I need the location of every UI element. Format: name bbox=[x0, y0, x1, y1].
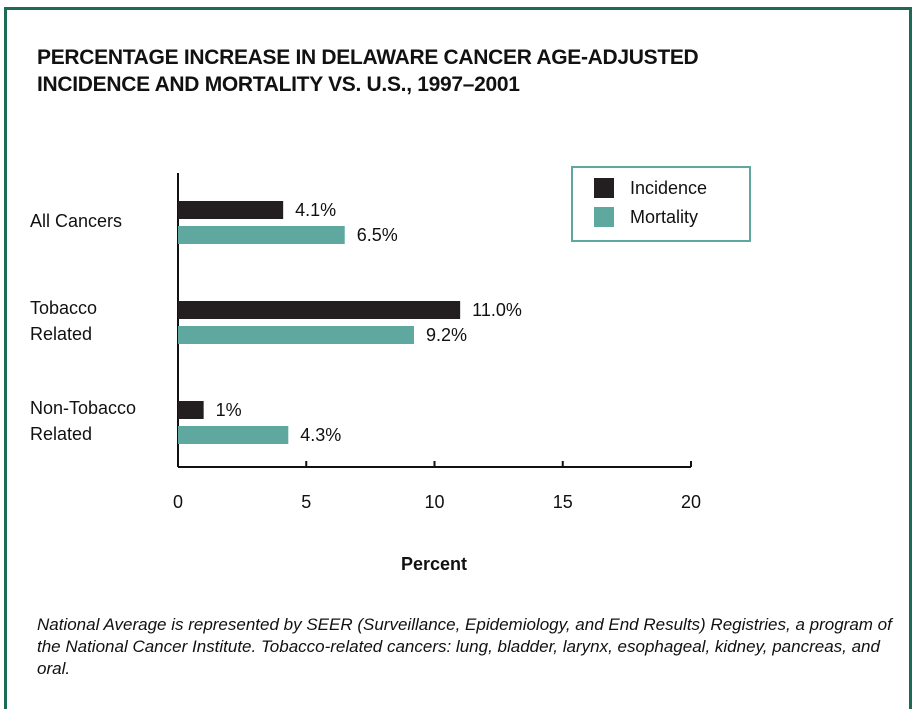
y-tick-label: All Cancers bbox=[30, 211, 122, 231]
bar bbox=[178, 426, 289, 444]
value-label: 1% bbox=[216, 400, 242, 420]
legend-label: Incidence bbox=[630, 178, 707, 198]
legend-swatch bbox=[594, 178, 614, 198]
x-tick-label: 20 bbox=[681, 492, 701, 512]
value-label: 9.2% bbox=[426, 325, 467, 345]
y-tick-label-line: All Cancers bbox=[30, 211, 122, 231]
x-tick-label: 5 bbox=[301, 492, 311, 512]
legend-swatch bbox=[594, 207, 614, 227]
x-tick-label: 0 bbox=[173, 492, 183, 512]
value-label: 6.5% bbox=[357, 225, 398, 245]
x-tick-label: 15 bbox=[553, 492, 573, 512]
bar bbox=[178, 226, 345, 244]
chart-title: PERCENTAGE INCREASE IN DELAWARE CANCER A… bbox=[37, 46, 699, 96]
x-axis-label: Percent bbox=[401, 554, 467, 574]
bar bbox=[178, 326, 414, 344]
y-tick-label-line: Non-Tobacco bbox=[30, 398, 136, 418]
y-tick-label-line: Related bbox=[30, 424, 92, 444]
value-label: 4.1% bbox=[295, 200, 336, 220]
bar bbox=[178, 401, 204, 419]
bar bbox=[178, 301, 461, 319]
footnote: National Average is represented by SEER … bbox=[37, 615, 892, 678]
y-tick-label-line: Related bbox=[30, 324, 92, 344]
chart: Percent 0 5 10 15 20 All Cancers 4.1% 6.5% Tobac… bbox=[30, 166, 751, 574]
y-tick-label: Non-Tobacco Related bbox=[30, 398, 136, 444]
value-label: 4.3% bbox=[300, 425, 341, 445]
y-tick-label-line: Tobacco bbox=[30, 298, 97, 318]
y-tick-label: Tobacco Related bbox=[30, 298, 97, 344]
value-label: 11.0% bbox=[472, 300, 522, 320]
legend-label: Mortality bbox=[630, 207, 698, 227]
frame bbox=[4, 7, 912, 709]
x-tick-label: 10 bbox=[424, 492, 444, 512]
bar bbox=[178, 201, 284, 219]
